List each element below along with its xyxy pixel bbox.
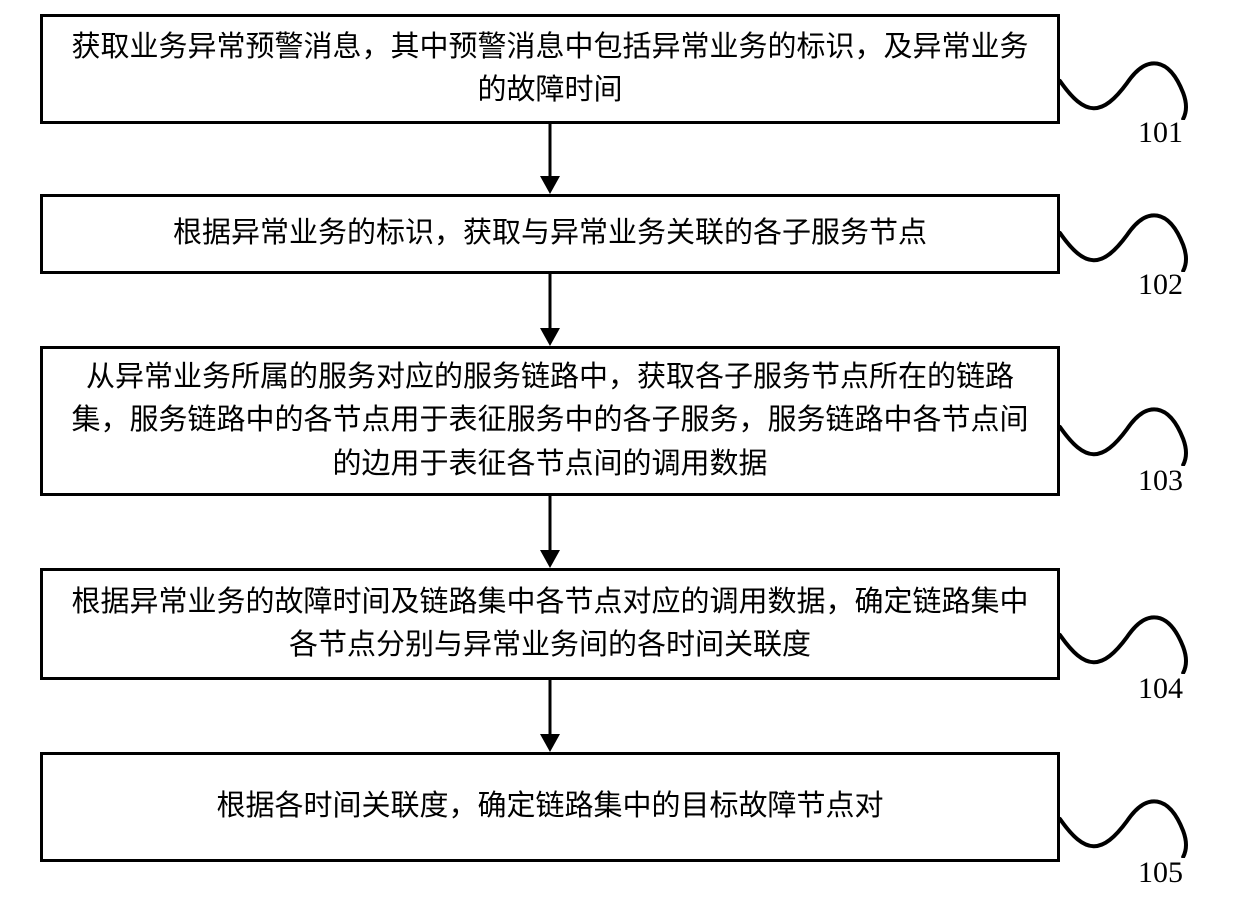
squiggle-connector: [1060, 212, 1200, 272]
flowchart-node-n2: 根据异常业务的标识，获取与异常业务关联的各子服务节点: [40, 194, 1060, 274]
node-text: 根据各时间关联度，确定链路集中的目标故障节点对: [216, 785, 883, 829]
node-label-n1: 101: [1138, 116, 1183, 150]
node-label-n2: 102: [1138, 268, 1183, 302]
flowchart-node-n5: 根据各时间关联度，确定链路集中的目标故障节点对: [40, 752, 1060, 862]
flowchart-arrow: [536, 124, 564, 194]
flowchart-arrow: [536, 274, 564, 346]
node-label-n4: 104: [1138, 672, 1183, 706]
flowchart-canvas: 获取业务异常预警消息，其中预警消息中包括异常业务的标识，及异常业务的故障时间 10…: [0, 0, 1240, 922]
flowchart-node-n3: 从异常业务所属的服务对应的服务链路中，获取各子服务节点所在的链路集，服务链路中的…: [40, 346, 1060, 496]
flowchart-node-n1: 获取业务异常预警消息，其中预警消息中包括异常业务的标识，及异常业务的故障时间: [40, 14, 1060, 124]
squiggle-connector: [1060, 614, 1200, 674]
flowchart-arrow: [536, 496, 564, 568]
node-text: 根据异常业务的故障时间及链路集中各节点对应的调用数据，确定链路集中各节点分别与异…: [63, 581, 1037, 668]
flowchart-arrow: [536, 680, 564, 752]
node-text: 从异常业务所属的服务对应的服务链路中，获取各子服务节点所在的链路集，服务链路中的…: [63, 356, 1037, 487]
node-label-n3: 103: [1138, 464, 1183, 498]
node-label-n5: 105: [1138, 856, 1183, 890]
squiggle-connector: [1060, 406, 1200, 466]
node-text: 获取业务异常预警消息，其中预警消息中包括异常业务的标识，及异常业务的故障时间: [63, 26, 1037, 113]
flowchart-node-n4: 根据异常业务的故障时间及链路集中各节点对应的调用数据，确定链路集中各节点分别与异…: [40, 568, 1060, 680]
squiggle-connector: [1060, 60, 1200, 120]
squiggle-connector: [1060, 798, 1200, 858]
node-text: 根据异常业务的标识，获取与异常业务关联的各子服务节点: [173, 212, 927, 256]
